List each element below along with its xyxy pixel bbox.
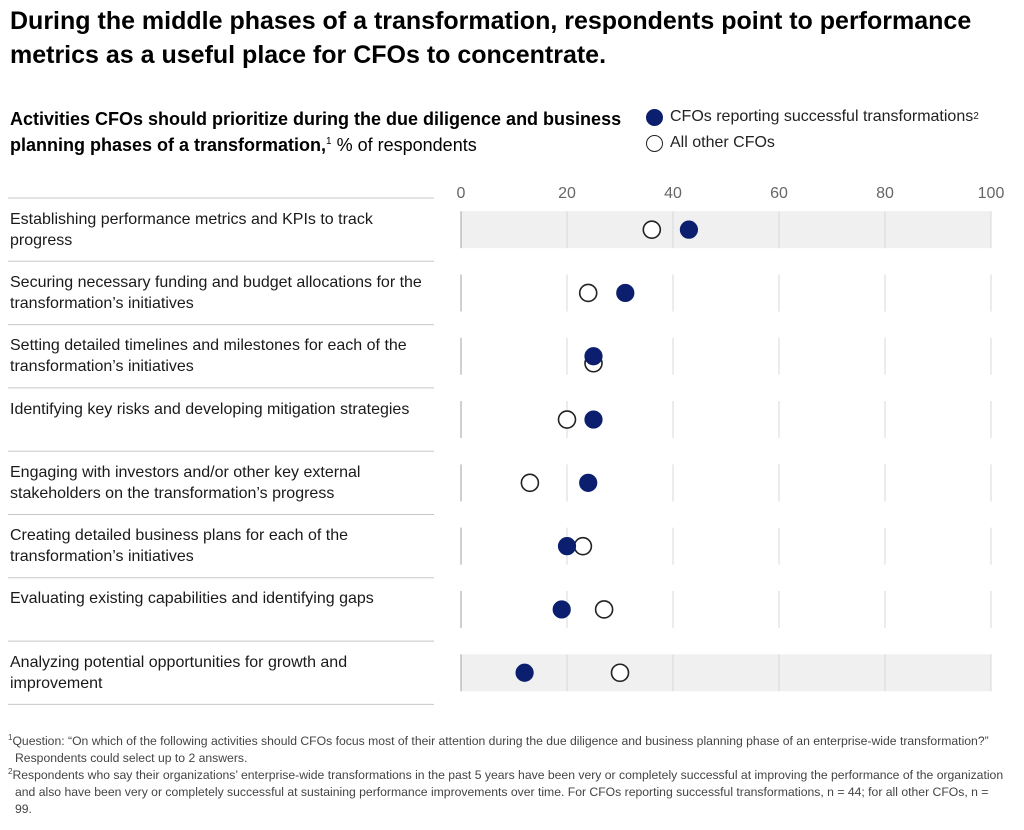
subtitle-footnote-ref: 1 [326, 136, 332, 147]
legend-item-successful: CFOs reporting successful transformation… [646, 104, 979, 130]
row-label: Creating detailed business plans for eac… [10, 527, 348, 566]
legend: CFOs reporting successful transformation… [646, 104, 979, 156]
row-label: Engaging with investors and/or other key… [10, 463, 361, 502]
legend-label-successful: CFOs reporting successful transformation… [670, 108, 974, 125]
dot-successful-cfos [552, 600, 571, 619]
legend-item-other: All other CFOs [646, 130, 979, 156]
dot-successful-cfos [557, 537, 577, 556]
x-tick-label: 100 [978, 185, 1005, 202]
dot-successful-cfos [584, 347, 603, 366]
footnotes: 1Question: “On which of the following ac… [8, 733, 1008, 818]
subtitle-text: Activities CFOs should prioritize during… [10, 109, 622, 155]
x-tick-label: 0 [457, 185, 466, 202]
dot-successful-cfos [579, 473, 598, 492]
x-tick-label: 60 [770, 185, 788, 202]
footnote-1-marker: 1 [8, 732, 13, 742]
dot-successful-cfos [679, 220, 699, 239]
dot-successful-cfos [584, 410, 603, 429]
footnote-1-text: Question: “On which of the following act… [12, 734, 989, 765]
dot-successful-cfos [515, 663, 534, 682]
dot-other-cfos [557, 410, 577, 429]
row-label: Setting detailed timelines and milestone… [10, 337, 407, 376]
footnote-1: 1Question: “On which of the following ac… [8, 733, 1008, 767]
row-label: Establishing performance metrics and KPI… [10, 210, 373, 249]
dot-successful-cfos [616, 283, 635, 303]
dot-other-cfos [578, 283, 598, 303]
row-highlight-band [461, 211, 991, 249]
row-label: Identifying key risks and developing mit… [10, 400, 410, 418]
row-label: Analyzing potential opportunities for gr… [10, 653, 348, 692]
row-highlight-band [461, 654, 991, 692]
dot-other-cfos [594, 600, 614, 619]
dot-other-cfos [573, 536, 593, 556]
dot-plot: 0 20 40 60 80 100 [8, 185, 1005, 705]
footnote-2: 2Respondents who say their organizations… [8, 767, 1008, 818]
chart-subtitle: Activities CFOs should prioritize during… [10, 106, 650, 158]
dot-other-cfos [520, 473, 540, 493]
x-tick-label: 40 [664, 185, 682, 202]
legend-filled-dot-icon [646, 108, 663, 126]
legend-open-dot-icon [646, 134, 663, 152]
x-tick-label: 80 [876, 185, 894, 202]
row-label: Evaluating existing capabilities and ide… [10, 590, 374, 608]
x-tick-label: 20 [558, 185, 576, 202]
legend-label-other: All other CFOs [670, 134, 775, 151]
dot-other-cfos [642, 220, 662, 239]
footnote-2-text: Respondents who say their organizations’… [12, 768, 1004, 816]
footnote-2-marker: 2 [8, 766, 13, 776]
subtitle-unit: % of respondents [331, 135, 477, 155]
dot-other-cfos [610, 663, 630, 683]
row-label: Securing necessary funding and budget al… [10, 273, 422, 312]
chart-title: During the middle phases of a transforma… [10, 7, 972, 69]
